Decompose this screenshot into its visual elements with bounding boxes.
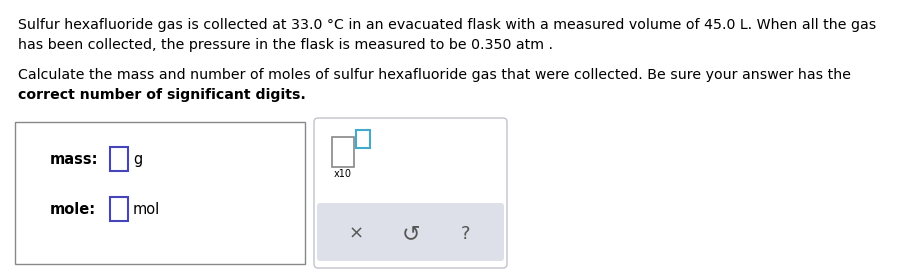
- FancyBboxPatch shape: [356, 130, 370, 148]
- Text: Calculate the mass and number of moles of sulfur hexafluoride gas that were coll: Calculate the mass and number of moles o…: [18, 68, 851, 82]
- Text: has been collected, the pressure in the flask is measured to be 0.350 atm .: has been collected, the pressure in the …: [18, 38, 553, 52]
- FancyBboxPatch shape: [332, 137, 354, 167]
- FancyBboxPatch shape: [110, 147, 128, 171]
- Text: correct number of significant digits.: correct number of significant digits.: [18, 88, 306, 102]
- Text: ↺: ↺: [402, 224, 420, 244]
- FancyBboxPatch shape: [314, 118, 507, 268]
- FancyBboxPatch shape: [110, 197, 128, 221]
- Text: ?: ?: [460, 225, 470, 243]
- Text: mole:: mole:: [50, 202, 96, 217]
- Text: x10: x10: [334, 169, 352, 179]
- Text: ×: ×: [348, 225, 364, 243]
- Text: mass:: mass:: [50, 152, 99, 167]
- Text: mol: mol: [133, 202, 160, 217]
- Text: Sulfur hexafluoride gas is collected at 33.0 °C in an evacuated flask with a mea: Sulfur hexafluoride gas is collected at …: [18, 18, 877, 32]
- FancyBboxPatch shape: [15, 122, 305, 264]
- Text: g: g: [133, 152, 142, 167]
- FancyBboxPatch shape: [317, 203, 504, 261]
